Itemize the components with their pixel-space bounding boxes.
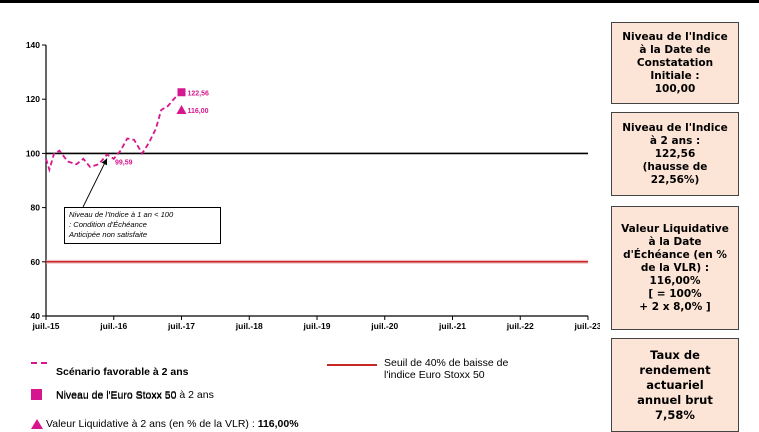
- marker-label: 116,00: [188, 108, 209, 115]
- favorable-series-line: [45, 91, 183, 173]
- y-tick-label: 120: [26, 94, 40, 104]
- legend-triangle-text: Valeur Liquidative à 2 ans (en % de la V…: [46, 418, 258, 430]
- box-level-2-years: Niveau de l'Indice à 2 ans : 122,56 (hau…: [611, 112, 739, 196]
- y-tick-label: 80: [31, 203, 41, 213]
- y-tick-label: 60: [31, 257, 41, 267]
- annotation-box: Niveau de l'Indice à 1 an < 100 : Condit…: [64, 207, 221, 244]
- x-tick-label: juil.-21: [438, 321, 466, 331]
- x-axis: juil.-15 juil.-16 juil.-17 juil.-18 juil.-19…: [32, 315, 600, 331]
- y-tick-label: 40: [31, 311, 41, 321]
- legend-triangle-value: 116,00%: [257, 418, 299, 430]
- legend-seuil-text: Seuil de 40% de baisse de l'indice Euro …: [384, 357, 509, 381]
- legend-favorable-title: Scénario favorable à 2 ans: [56, 366, 189, 378]
- annotation-arrow-line: [82, 158, 108, 208]
- y-tick-label: 140: [26, 40, 40, 50]
- square-marker-icon: [31, 389, 42, 400]
- legend-square-text: Niveau de l'Euro Stoxx 50 à 2 ans: [56, 389, 214, 401]
- x-tick-label: juil.-17: [167, 321, 195, 331]
- point-label: 99,59: [115, 160, 133, 167]
- annotation-arrow-head: [101, 158, 107, 166]
- top-border: [0, 0, 759, 3]
- x-tick-label: juil.-22: [506, 321, 534, 331]
- box-initial-level: Niveau de l'Indice à la Date de Constata…: [611, 22, 739, 104]
- y-tick-label: 100: [26, 148, 40, 158]
- chart-markers: 122,56 116,00 99,59: [82, 88, 210, 208]
- y-axis: 40 60 80 100 120 140: [26, 40, 47, 321]
- box-annual-yield: Taux de rendement actuariel annuel brut …: [611, 338, 739, 432]
- triangle-marker-icon: [31, 419, 43, 429]
- x-tick-label: juil.-16: [99, 321, 127, 331]
- x-tick-label: juil.-23: [574, 321, 600, 331]
- legend-dash-icon: [31, 362, 51, 364]
- triangle-marker: [176, 105, 187, 115]
- index-chart: 40 60 80 100 120 140 juil.-15 juil.-16 juil.-17…: [26, 40, 600, 331]
- square-marker: [177, 88, 186, 97]
- x-tick-label: juil.-19: [303, 321, 331, 331]
- x-tick-label: juil.-20: [370, 321, 398, 331]
- box-liquidative-value: Valeur Liquidative à la Date d'Échéance …: [611, 206, 739, 330]
- legend-favorable-sub: Niveau de l'Euro Stoxx 50: [56, 390, 177, 402]
- legend-red-line-icon: [327, 364, 377, 366]
- x-tick-label: juil.-15: [32, 321, 60, 331]
- x-tick-label: juil.-18: [235, 321, 263, 331]
- marker-label: 122,56: [188, 90, 210, 97]
- chart-lines: [45, 91, 588, 264]
